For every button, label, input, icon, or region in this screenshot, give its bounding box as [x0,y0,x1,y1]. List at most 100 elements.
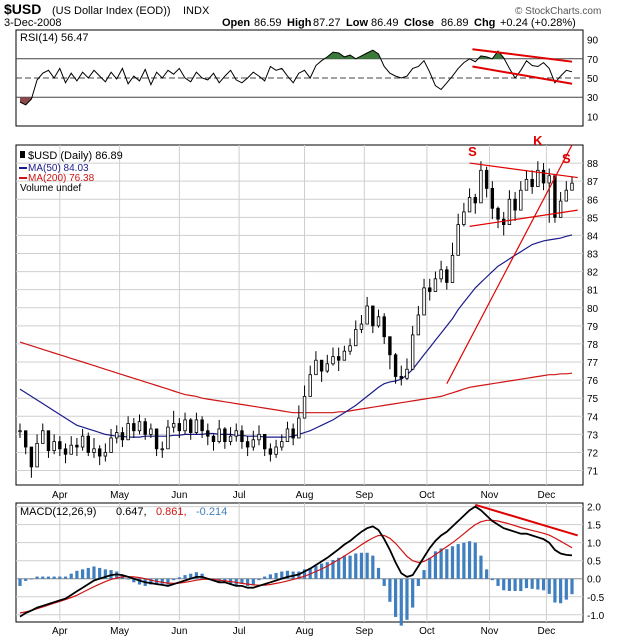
price-bar [439,260,443,283]
macd-month-label: Jun [171,626,187,637]
price-bar [143,418,147,440]
price-tick-label: 74 [587,412,599,423]
macd-histogram-bar [86,567,90,579]
price-bar [183,412,187,435]
macd-tick-label: -0.5 [587,593,605,604]
macd-histogram-bar [35,576,39,579]
low-label: Low [346,17,368,29]
signal-legend-value: 0.861, [156,506,187,518]
macd-histogram-bar [320,563,324,579]
price-bar [206,423,210,446]
open-value: 86.59 [254,17,282,29]
price-bar [120,427,125,448]
macd-histogram-bar [371,555,375,579]
price-bar [354,320,358,347]
price-tick-label: 72 [587,448,599,459]
close-value: 86.89 [441,17,469,29]
price-tick-label: 83 [587,250,599,261]
macd-histogram-bar [257,578,261,581]
macd-month-label: Sep [355,626,373,637]
macd-tick-label: 0.5 [587,557,601,568]
macd-histogram-bar [473,542,477,579]
price-bar [80,428,85,451]
macd-tick-label: 1.5 [587,521,601,532]
price-bar [52,434,56,455]
pattern-label-k-2: K [533,133,543,148]
price-tick-label: 85 [587,213,599,224]
macd-histogram-bar [536,578,540,590]
price-bar [245,436,250,457]
macd-histogram-bar [507,578,512,591]
macd-histogram-bar [342,555,346,579]
price-bar [445,266,449,290]
macd-histogram-bar [183,575,187,579]
macd-histogram-bar [217,578,221,584]
macd-histogram-bar [354,553,358,579]
price-tick-label: 73 [587,430,599,441]
ma200-line [19,341,573,414]
macd-histogram-bar [137,578,142,585]
price-bar [211,434,216,451]
macd-histogram-bar [194,572,199,579]
month-label: Sep [355,490,373,501]
price-bar [428,278,432,301]
macd-histogram-bar [496,578,500,586]
price-bar [348,338,352,355]
price-bar [479,161,483,204]
macd-histogram-bar [450,546,455,579]
price-bar [41,423,45,444]
price-bar [473,193,477,214]
macd-histogram-bar [29,578,33,580]
price-bar [302,385,307,419]
macd-histogram-bar [274,572,278,579]
price-bar [228,427,233,446]
macd-month-label: Apr [52,626,68,637]
macd-histogram-bar [428,557,432,579]
price-bar [154,428,159,457]
price-bar [92,437,96,458]
macd-histogram-bar [268,574,272,579]
macd-month-label: Nov [481,626,499,637]
month-label: Dec [537,490,555,501]
macd-histogram-bar [547,578,551,594]
price-bar [433,271,438,292]
macd-month-label: Jul [233,626,246,637]
macd-histogram-bar [376,567,381,579]
price-bar [331,347,335,366]
macd-histogram-bar [559,578,563,604]
price-bar [541,163,546,191]
macd-trendline [474,503,578,537]
rsi-line [19,49,573,106]
macd-histogram-bar [149,578,153,585]
rsi-tick-label: 10 [587,112,599,123]
price-bar [75,437,79,457]
price-bar [285,421,290,442]
price-bar [291,423,295,446]
macd-tick-label: 0.0 [587,575,601,586]
macd-histogram-bar [519,578,523,591]
macd-histogram-bar [331,559,335,579]
price-bar [399,365,403,386]
price-tick-label: 79 [587,322,599,333]
macd-histogram-bar [263,576,267,579]
macd-histogram-bar [337,557,341,579]
price-bar [393,352,398,384]
macd-histogram-bar [502,578,506,591]
price-title: $USD (Daily) 86.89 [28,150,123,162]
price-bar [86,432,90,457]
chg-value: +0.24 (+0.28%) [500,17,576,29]
price-bar [456,213,460,256]
macd-histogram-bar [80,569,85,579]
price-bar [462,202,466,227]
price-bar [405,358,409,381]
volume-legend: Volume undef [20,183,81,194]
open-label: Open [222,17,250,29]
price-bar [126,416,130,441]
price-bar [297,405,301,439]
price-bar [570,176,574,191]
macd-histogram-bar [422,570,426,579]
price-tick-label: 86 [587,195,599,206]
price-bar [263,433,267,457]
macd-histogram-bar [189,573,193,579]
macd-histogram-bar [246,578,250,586]
